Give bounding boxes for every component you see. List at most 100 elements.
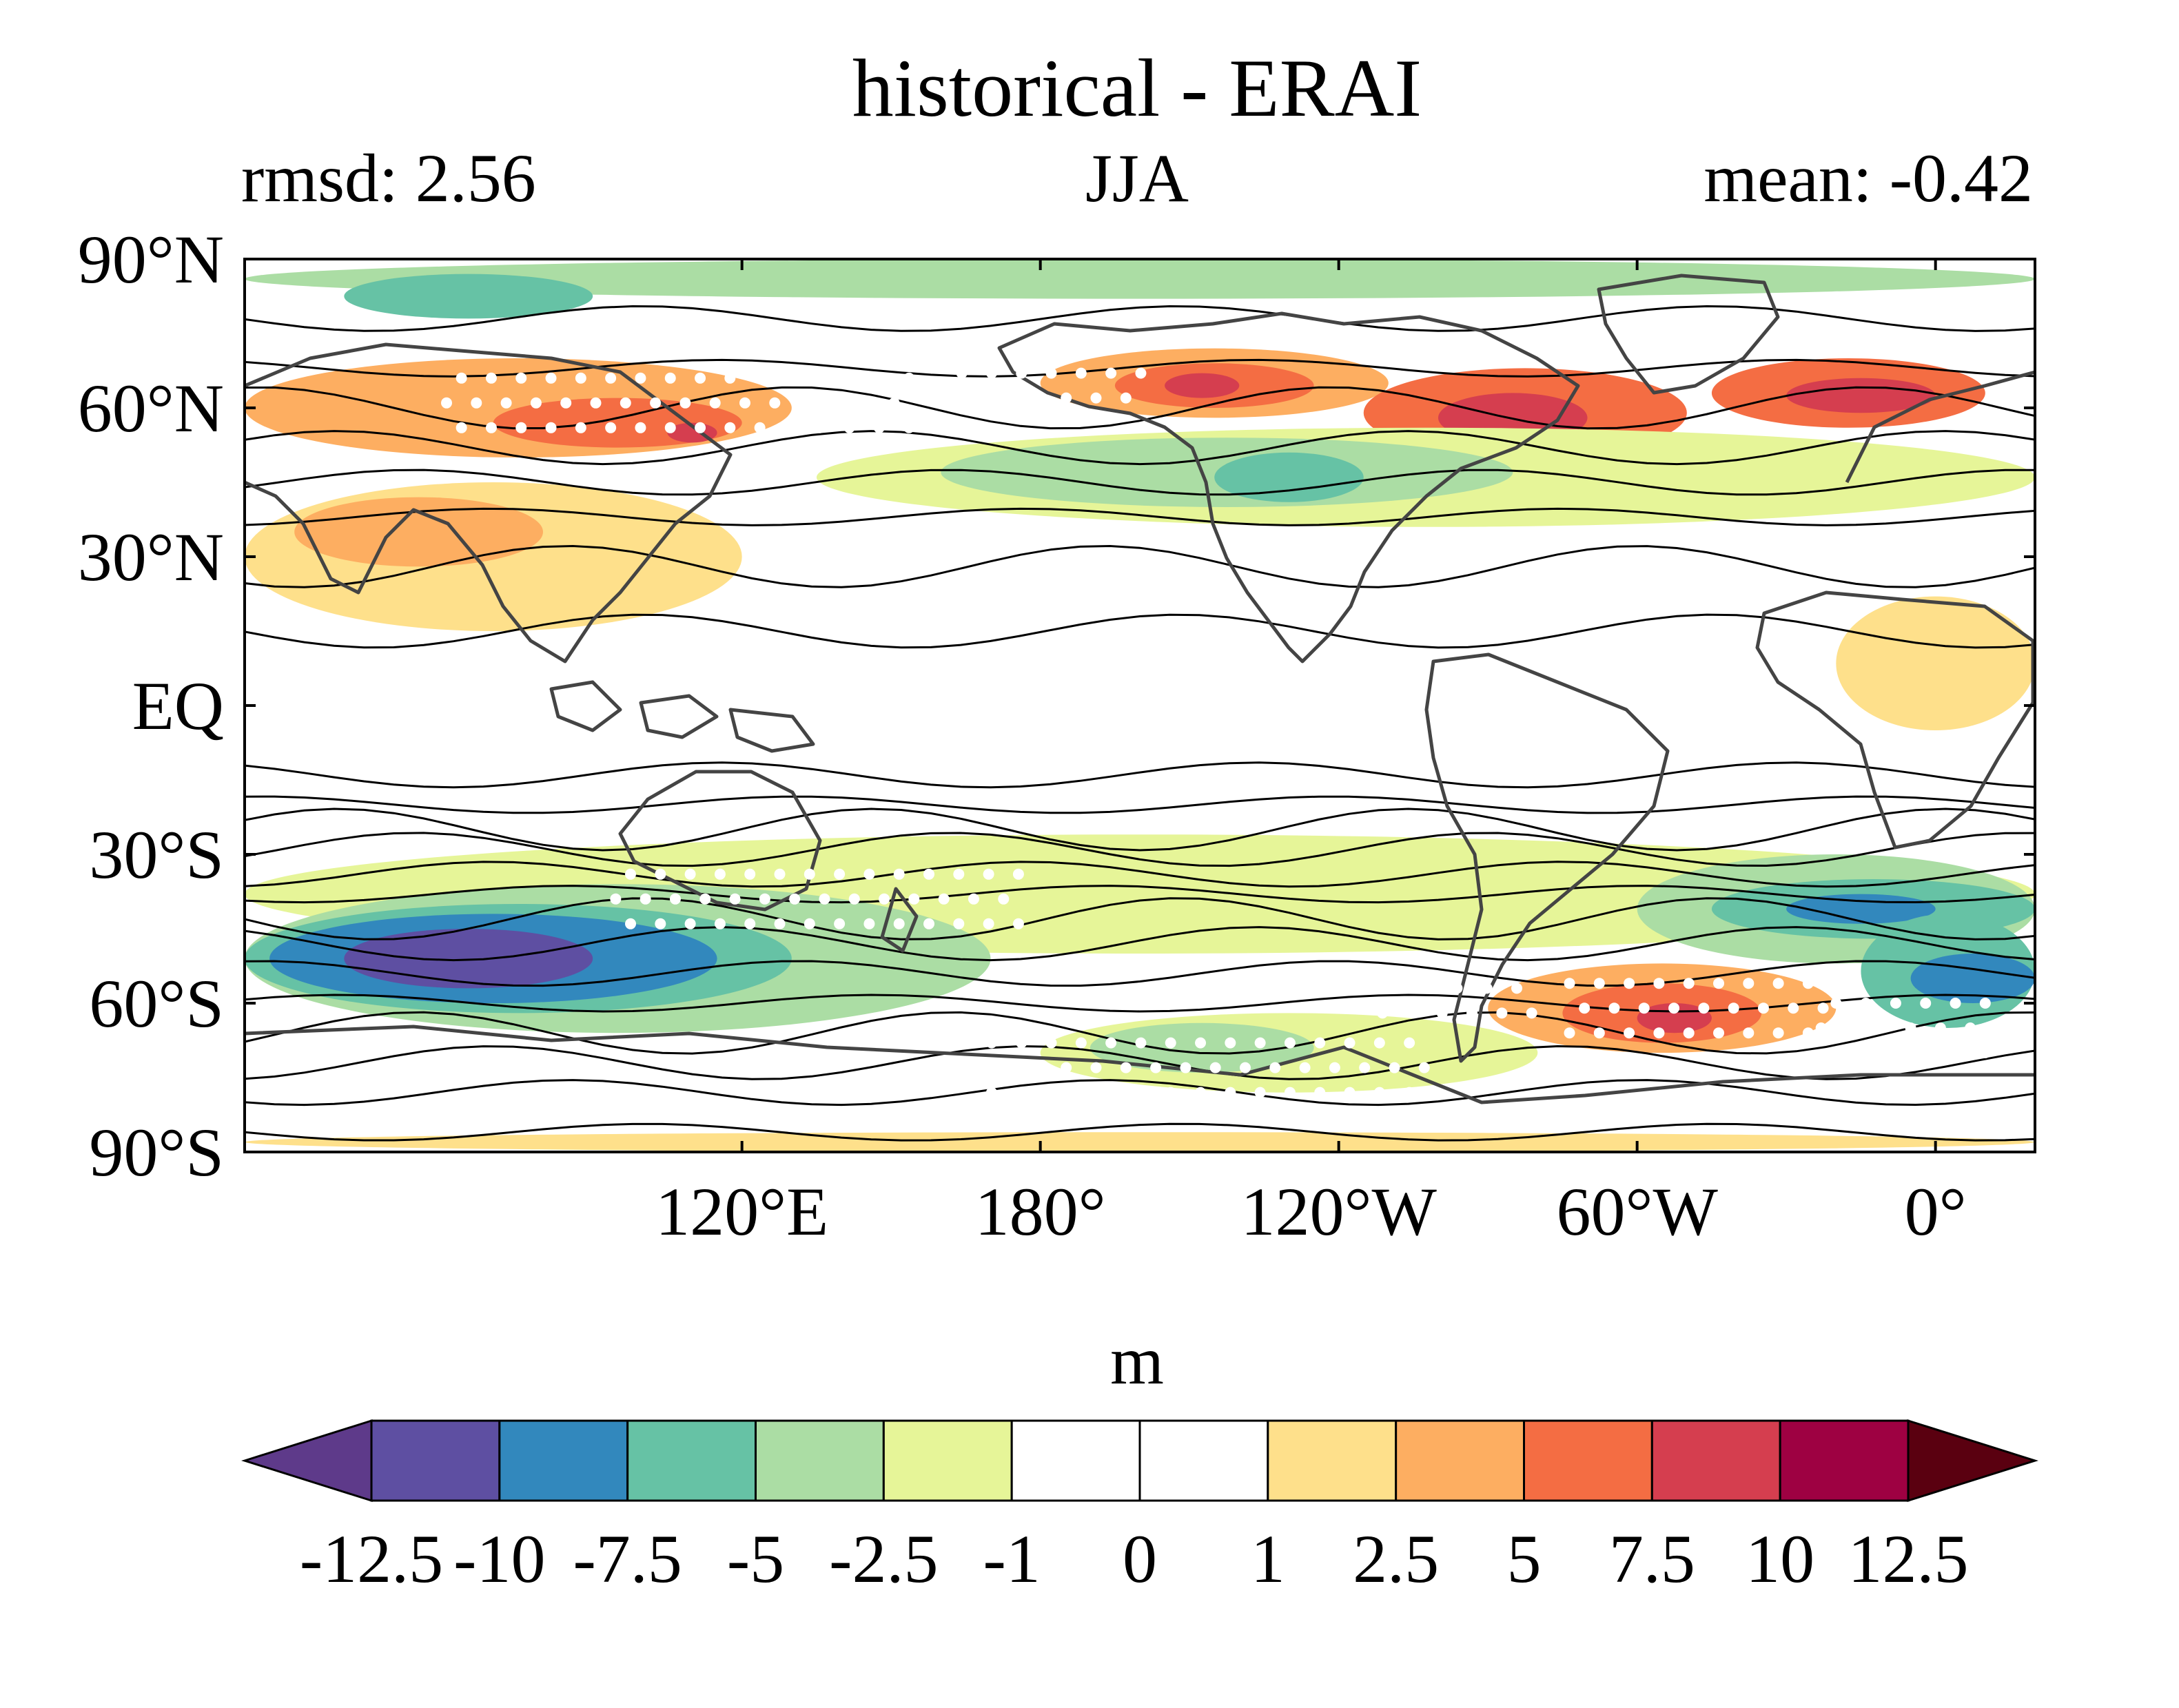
stipple-dot-201	[1934, 1022, 1946, 1033]
stipple-dot-146	[625, 918, 637, 929]
stipple-dot-44	[873, 372, 885, 384]
stipple-dot-204	[1965, 1022, 1976, 1033]
stipple-dot-30	[754, 422, 766, 433]
stipple-dot-89	[1713, 1027, 1725, 1039]
stipple-dot-104	[1016, 1087, 1027, 1098]
stipple-dot-106	[1016, 1037, 1027, 1049]
lon-tick-label: 60°W	[1556, 1173, 1718, 1250]
stipple-dot-114	[1120, 1062, 1132, 1073]
stipple-dot-91	[1713, 978, 1725, 989]
stipple-dot-140	[1373, 1087, 1385, 1098]
stipple-dot-97	[1772, 978, 1784, 989]
stipple-dot-53	[1016, 367, 1027, 379]
stipple-dot-74	[1564, 1027, 1575, 1039]
stipple-dot-159	[729, 893, 741, 905]
stipple-dot-135	[1329, 1062, 1340, 1073]
stipple-dot-103	[985, 1037, 997, 1049]
contour-line-19	[245, 386, 2035, 430]
colorbar-bin-5	[1010, 1419, 1141, 1502]
stipple-dot-21	[664, 422, 676, 433]
stipple-dot-176	[923, 918, 935, 929]
stipple-dot-194	[1890, 1047, 1901, 1058]
contour-line-2	[245, 1045, 2035, 1080]
stipple-dot-110	[1075, 1087, 1087, 1098]
stipple-dot-3	[485, 422, 497, 433]
stipple-dot-165	[789, 893, 801, 905]
stipple-dot-81	[1638, 1002, 1650, 1014]
lon-tick-label: 120°W	[1240, 1173, 1437, 1250]
stipple-dot-133	[1284, 1037, 1296, 1049]
stipple-dot-185	[1012, 918, 1024, 929]
stipple-dot-0	[456, 422, 467, 433]
stipple-dot-39	[843, 422, 855, 433]
stipple-dot-190	[1830, 998, 1842, 1009]
stipple-dot-17	[605, 372, 617, 384]
stipple-dot-77	[1593, 1027, 1605, 1039]
stipple-dot-20	[635, 372, 646, 384]
anomaly-region-1	[344, 274, 593, 319]
colorbar-bin-9	[1523, 1419, 1653, 1502]
stipple-dot-59	[1105, 367, 1117, 379]
stipple-dot-144	[1418, 1062, 1430, 1073]
stipple-dot-64	[1406, 1007, 1418, 1019]
contour-line-1	[245, 1079, 2035, 1107]
stipple-dot-24	[695, 422, 706, 433]
coastline-eurasia	[245, 342, 2035, 663]
stipple-dot-164	[804, 918, 815, 929]
stipple-dot-129	[1269, 1062, 1281, 1073]
colorbar-bin-1	[498, 1419, 629, 1502]
stipple-dot-205	[1979, 998, 1991, 1009]
stipple-dot-100	[1802, 978, 1814, 989]
stipple-dot-138	[1359, 1062, 1371, 1073]
stipple-dot-98	[1802, 1027, 1814, 1039]
contour-line-18	[245, 430, 2035, 466]
stipple-dot-94	[1743, 978, 1755, 989]
stipple-dot-113	[1105, 1087, 1117, 1098]
latitude-axis: 90°N 60°N 30°N EQ 30°S 60°S 90°S	[78, 221, 2035, 1191]
stipple-dot-186	[998, 893, 1010, 905]
stipple-dot-60	[1120, 392, 1132, 404]
colorbar-tick-label: -10	[453, 1521, 545, 1597]
stipple-dot-42	[873, 422, 885, 433]
stipple-dot-111	[1090, 1062, 1102, 1073]
colorbar-bin-8	[1395, 1419, 1525, 1502]
anomaly-region-11	[1786, 378, 1936, 413]
coastline-new-zealand	[880, 887, 919, 953]
stipple-dot-131	[1284, 1087, 1296, 1098]
colorbar-tick-label: 10	[1746, 1521, 1814, 1597]
colorbar-tick-label: -2.5	[829, 1521, 938, 1597]
contour-line-12	[245, 795, 2035, 814]
stipple-dot-192	[1845, 1022, 1856, 1033]
stipple-dot-136	[1314, 1037, 1326, 1049]
stipple-dot-69	[1451, 982, 1463, 994]
lon-tick-label: 180°	[975, 1173, 1106, 1250]
stipple-dot-90	[1728, 1002, 1739, 1014]
stipple-dot-137	[1344, 1087, 1356, 1098]
stipple-dot-58	[1090, 392, 1102, 404]
stipple-dot-130	[1254, 1037, 1266, 1049]
stipple-dot-34	[769, 397, 781, 409]
contour-line-21	[245, 305, 2035, 332]
stipple-dot-50	[971, 392, 983, 404]
colorbar-tick-label: 1	[1251, 1521, 1285, 1597]
lon-tick-label: 120°E	[655, 1173, 828, 1250]
stipple-dot-199	[1920, 998, 1932, 1009]
stipple-dot-158	[744, 918, 756, 929]
stipple-dot-46	[888, 397, 900, 409]
stipple-dot-141	[1389, 1062, 1400, 1073]
coastline-africa	[1755, 590, 2035, 850]
stipple-dot-187	[1012, 868, 1024, 880]
stipple-dot-119	[1165, 1087, 1176, 1098]
stipple-dot-105	[1030, 1062, 1042, 1073]
stipple-dot-32	[754, 372, 766, 384]
contour-line-10	[245, 832, 2035, 867]
lat-tick-label: 30°S	[89, 816, 224, 893]
stipple-dot-170	[863, 918, 875, 929]
stipple-dot-163	[774, 868, 786, 880]
stipple-dot-149	[655, 918, 666, 929]
stipple-dot-122	[1195, 1087, 1207, 1098]
stipple-dot-155	[714, 918, 726, 929]
stipple-dot-174	[879, 893, 890, 905]
stipple-dot-84	[1668, 1002, 1680, 1014]
contour-line-16	[245, 507, 2035, 526]
